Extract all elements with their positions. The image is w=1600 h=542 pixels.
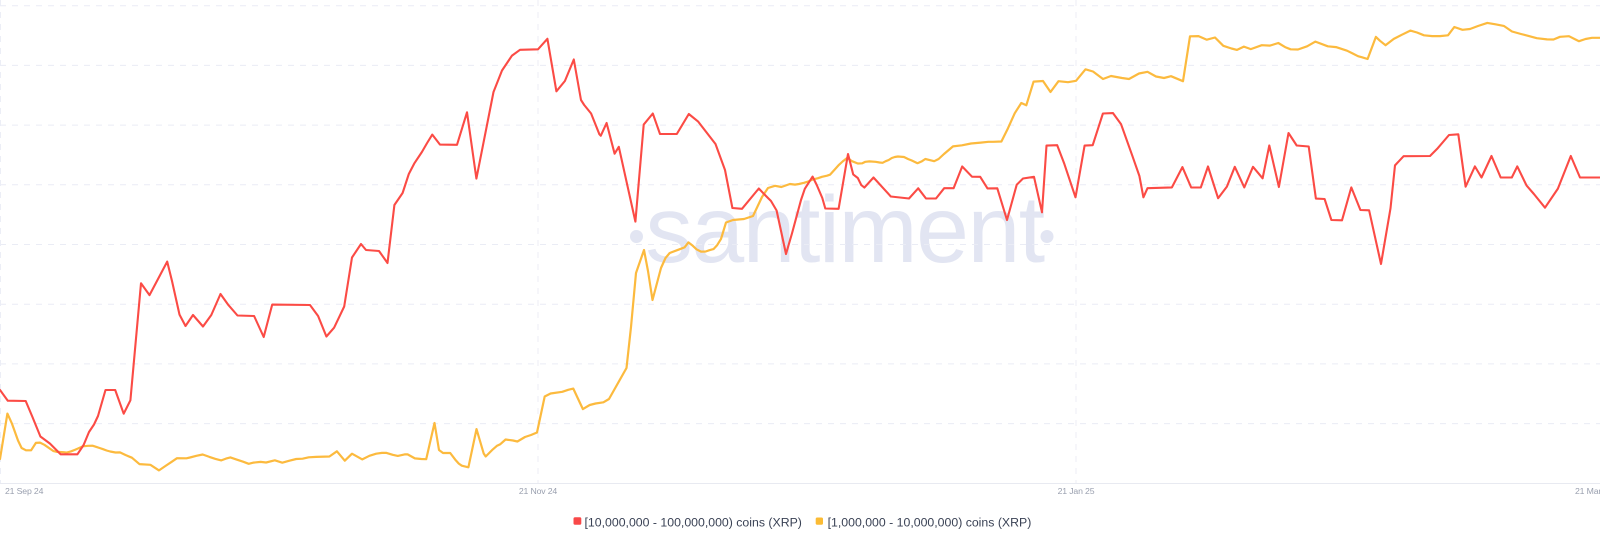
- svg-text:santiment: santiment: [645, 177, 1044, 283]
- svg-text:21 Sep 24: 21 Sep 24: [5, 486, 44, 496]
- svg-text:21 Nov 24: 21 Nov 24: [519, 486, 558, 496]
- svg-text:[1,000,000 - 10,000,000) coins: [1,000,000 - 10,000,000) coins (XRP): [828, 516, 1032, 530]
- svg-text:21 Jan 25: 21 Jan 25: [1058, 486, 1095, 496]
- svg-text:21 Mar 25: 21 Mar 25: [1575, 486, 1600, 496]
- svg-text:[10,000,000 - 100,000,000) coi: [10,000,000 - 100,000,000) coins (XRP): [585, 516, 802, 530]
